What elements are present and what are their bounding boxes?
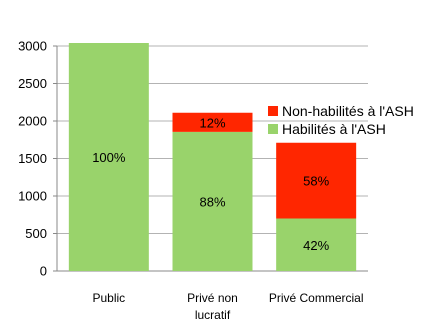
legend-entry: Habilités à l'ASH bbox=[282, 121, 386, 137]
data-label: 12% bbox=[199, 115, 225, 130]
y-tick-label: 1500 bbox=[18, 151, 47, 166]
legend-swatch bbox=[268, 124, 278, 134]
bar-segment bbox=[68, 43, 149, 271]
y-tick-label: 2500 bbox=[18, 76, 47, 91]
legend-swatch bbox=[268, 106, 278, 116]
y-tick-label: 2000 bbox=[18, 114, 47, 129]
data-label: 88% bbox=[199, 194, 225, 209]
data-label: 58% bbox=[303, 174, 329, 189]
bar-segment bbox=[276, 142, 357, 219]
bar-segment bbox=[276, 218, 357, 271]
legend-entry: Non-habilités à l'ASH bbox=[282, 103, 414, 119]
bars bbox=[68, 43, 357, 271]
y-tick-label: 1000 bbox=[18, 189, 47, 204]
y-tick-label: 0 bbox=[40, 264, 47, 279]
category-label: Privé Commercial bbox=[269, 291, 364, 305]
y-tick-label: 500 bbox=[25, 226, 47, 241]
category-label: Public bbox=[92, 291, 125, 305]
bar-segment bbox=[172, 112, 253, 132]
data-label: 42% bbox=[303, 238, 329, 253]
data-label: 100% bbox=[92, 150, 126, 165]
bar-segment bbox=[172, 131, 253, 271]
data-labels: 100% 88% 12% 42% 58% bbox=[92, 115, 329, 252]
category-labels: Public Privé non lucratif Privé Commercial bbox=[92, 291, 363, 322]
y-tick-label: 3000 bbox=[18, 39, 47, 54]
category-label: lucratif bbox=[195, 308, 231, 322]
legend: Non-habilités à l'ASH Habilités à l'ASH bbox=[268, 103, 414, 137]
category-label: Privé non bbox=[187, 291, 238, 305]
